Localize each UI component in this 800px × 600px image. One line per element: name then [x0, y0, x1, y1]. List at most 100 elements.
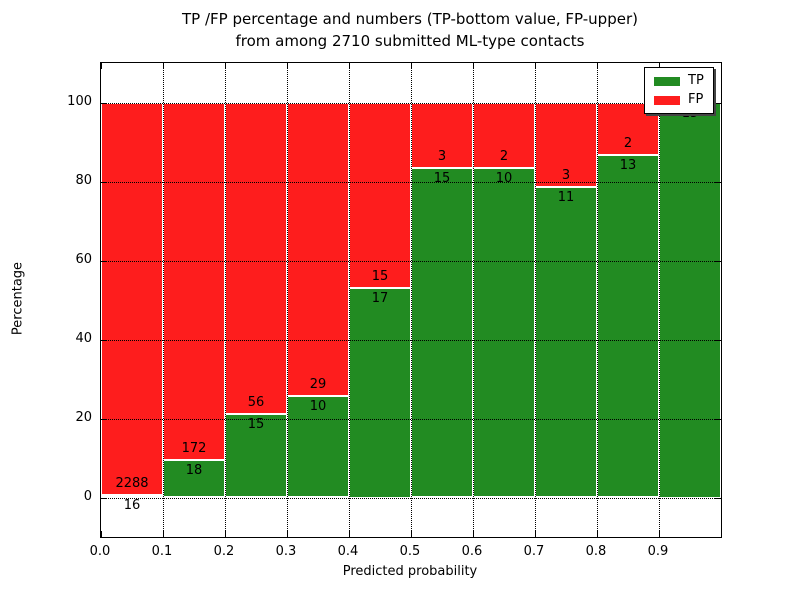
x-tick-label: 0.1: [151, 544, 173, 559]
bar-label-tp: 17: [371, 290, 389, 306]
bar-segment-tp: [597, 155, 659, 498]
x-axis-label: Predicted probability: [342, 564, 478, 579]
chart-title-line2: from among 2710 submitted ML-type contac…: [235, 32, 585, 50]
bar-segment-fp: [287, 102, 349, 397]
x-tick: [287, 63, 288, 69]
bar-segment-tp: [411, 168, 473, 498]
y-tick-label: 60: [75, 251, 92, 267]
bar-segment-fp: [349, 102, 411, 288]
y-tick: [101, 181, 107, 183]
bar-segment-tp: [473, 168, 535, 498]
bar-label-fp: 172: [181, 441, 207, 457]
x-tick-label: 0.3: [275, 544, 297, 559]
bar-label-tp: 10: [495, 171, 513, 187]
y-tick-label: 40: [75, 330, 92, 346]
y-tick-label: 80: [75, 172, 92, 188]
bar-segment-fp: [101, 102, 163, 495]
bar-label-fp: 2: [499, 149, 509, 165]
bar-label-tp: 16: [123, 497, 141, 513]
bar-label-fp: 2288: [115, 475, 149, 491]
legend-label: FP: [688, 92, 704, 107]
y-tick: [101, 102, 107, 104]
x-tick: [659, 531, 660, 537]
y-tick: [715, 418, 721, 420]
x-tick-label: 0.0: [89, 544, 111, 559]
y-tick: [101, 260, 107, 262]
bar-segment-fp: [535, 102, 597, 188]
x-gridline: [597, 63, 598, 537]
y-tick: [101, 339, 107, 341]
bar-segment-tp: [287, 396, 349, 498]
x-tick: [411, 63, 412, 69]
x-tick: [101, 63, 102, 69]
bar-label-tp: 18: [185, 463, 203, 479]
x-gridline: [659, 63, 660, 537]
legend-row: FP: [654, 93, 704, 107]
bar-segment-fp: [225, 102, 287, 415]
legend-label: TP: [688, 73, 704, 88]
bar-segment-tp: [659, 102, 721, 498]
y-tick: [715, 181, 721, 183]
x-tick-label: 0.6: [461, 544, 483, 559]
bar-segment-tp: [101, 494, 163, 498]
bar-segment-fp: [473, 102, 535, 169]
x-tick-label: 0.2: [213, 544, 235, 559]
bar-label-tp: 10: [309, 399, 327, 415]
x-tick: [535, 531, 536, 537]
bar-segment-tp: [535, 187, 597, 498]
bar-label-tp: 15: [433, 171, 451, 187]
y-tick: [101, 497, 107, 499]
x-gridline: [349, 63, 350, 537]
x-gridline: [411, 63, 412, 537]
y-tick-label: 0: [83, 488, 92, 504]
legend: TP FP: [644, 67, 714, 114]
x-tick: [597, 63, 598, 69]
bar-label-fp: 3: [561, 168, 571, 184]
x-gridline: [225, 63, 226, 537]
x-tick-label: 0.8: [585, 544, 607, 559]
x-tick: [163, 63, 164, 69]
bar-label-tp: 13: [619, 158, 637, 174]
bar-label-fp: 56: [247, 395, 265, 411]
y-axis-label: Percentage: [10, 261, 26, 336]
y-tick-label: 20: [75, 409, 92, 425]
y-tick: [715, 260, 721, 262]
chart-title: TP /FP percentage and numbers (TP-bottom…: [100, 8, 720, 52]
x-tick: [163, 531, 164, 537]
legend-swatch-tp-icon: [654, 76, 680, 86]
x-tick: [287, 531, 288, 537]
legend-row: TP: [654, 74, 704, 88]
bar-segment-tp: [349, 287, 411, 498]
bar-label-fp: 3: [437, 149, 447, 165]
bar-label-fp: 2: [623, 136, 633, 152]
x-tick: [349, 531, 350, 537]
x-tick: [535, 63, 536, 69]
x-tick: [659, 63, 660, 69]
bar-label-fp: 15: [371, 268, 389, 284]
bar-label-tp: 15: [247, 417, 265, 433]
x-tick-label: 0.9: [647, 544, 669, 559]
x-tick: [473, 63, 474, 69]
bar-label-tp: 11: [557, 190, 575, 206]
y-tick: [715, 339, 721, 341]
y-tick: [715, 102, 721, 104]
bar-segment-tp: [163, 460, 225, 498]
x-gridline: [535, 63, 536, 537]
x-tick: [225, 63, 226, 69]
x-tick: [101, 531, 102, 537]
bar-segment-fp: [163, 102, 225, 461]
x-tick-label: 0.7: [523, 544, 545, 559]
x-tick: [225, 531, 226, 537]
y-tick: [715, 497, 721, 499]
chart-title-line1: TP /FP percentage and numbers (TP-bottom…: [182, 10, 638, 28]
x-tick: [411, 531, 412, 537]
legend-swatch-fp-icon: [654, 95, 680, 105]
x-tick: [349, 63, 350, 69]
x-tick-label: 0.5: [399, 544, 421, 559]
x-tick-label: 0.4: [337, 544, 359, 559]
plot-area: 2288161721856152910151731521031121315: [100, 62, 722, 538]
y-tick-label: 100: [67, 93, 92, 109]
x-tick: [597, 531, 598, 537]
x-gridline: [163, 63, 164, 537]
